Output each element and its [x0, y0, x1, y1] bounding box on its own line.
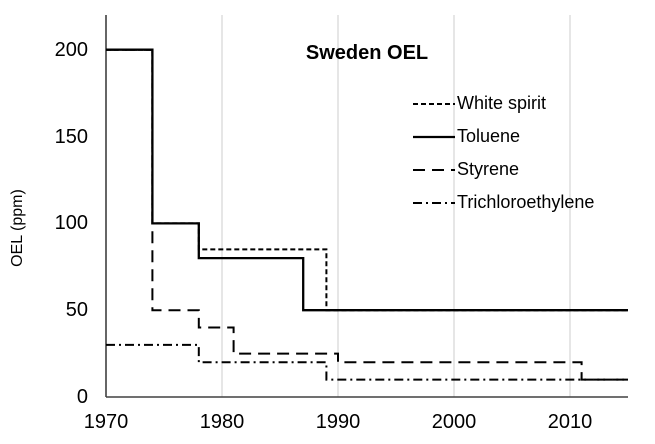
legend-line-sample-toluene [413, 135, 455, 138]
legend-line-sample-styrene [413, 168, 455, 171]
chart-title: Sweden OEL [305, 42, 429, 64]
x-tick-label-2010: 2010 [547, 411, 593, 433]
chart-legend: White spirit Toluene Styrene Trichloroethyl… [413, 87, 594, 219]
y-tick-label-150: 150 [54, 125, 88, 148]
x-tick-label-1990: 1990 [315, 411, 361, 433]
y-tick-label-0: 0 [76, 386, 88, 408]
legend-label-trichloroethylene: Trichloroethylene [457, 192, 595, 212]
legend-label-white-spirit: White spirit [457, 93, 547, 113]
y-tick-label-100: 100 [54, 212, 88, 235]
series-line-trichloroethylene [106, 343, 628, 381]
y-tick-label-50: 50 [65, 299, 88, 322]
x-tick-label-1970: 1970 [83, 411, 129, 433]
legend-item-styrene: Styrene [413, 153, 594, 186]
legend-label-styrene: Styrene [457, 159, 520, 179]
series-line-white-spirit [106, 48, 628, 312]
x-tick-label-2000: 2000 [431, 411, 477, 433]
legend-label-toluene: Toluene [457, 126, 521, 146]
x-tick-label-1980: 1980 [199, 411, 245, 433]
legend-item-white-spirit: White spirit [413, 87, 594, 120]
series-line-styrene [106, 48, 628, 381]
legend-item-trichloroethylene: Trichloroethylene [413, 186, 594, 219]
y-tick-label-200: 200 [54, 38, 88, 61]
legend-line-sample-white-spirit [413, 102, 455, 105]
y-axis-title: OEL (ppm) [9, 189, 26, 267]
legend-item-toluene: Toluene [413, 120, 594, 153]
legend-line-sample-trichloroethylene [413, 201, 455, 204]
